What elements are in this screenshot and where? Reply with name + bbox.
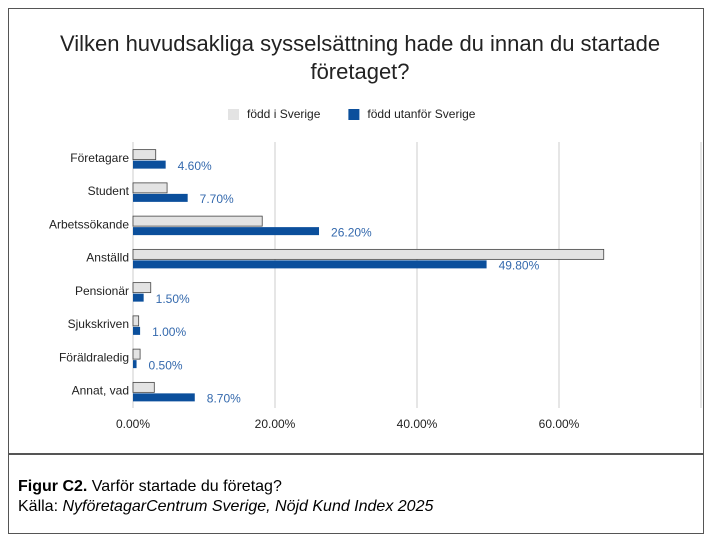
bar [133, 193, 188, 202]
bar [133, 326, 141, 335]
y-tick-label: Pensionär [75, 284, 129, 298]
data-label: 1.00% [152, 325, 186, 339]
data-label: 0.50% [149, 358, 183, 372]
data-label: 7.70% [200, 192, 234, 206]
legend-label: född utanför Sverige [367, 107, 475, 121]
data-label: 1.50% [156, 292, 190, 306]
legend-swatch [228, 109, 239, 120]
bar [132, 348, 141, 360]
bar [133, 160, 166, 169]
bar [133, 293, 144, 302]
bar [132, 215, 263, 227]
caption-line: Källa: NyföretagarCentrum Sverige, Nöjd … [18, 497, 703, 517]
data-label: 26.20% [331, 225, 372, 239]
y-tick-label: Student [88, 184, 130, 198]
y-tick-label: Anställd [86, 251, 129, 265]
bar [133, 260, 487, 269]
x-tick-label: 40.00% [397, 417, 438, 431]
y-tick-label: Föräldraledig [59, 350, 129, 364]
bar [133, 227, 320, 236]
y-tick-label: Företagare [70, 151, 129, 165]
chart-frame [8, 8, 704, 454]
bar [132, 282, 152, 294]
bar [132, 248, 605, 260]
bar [133, 360, 137, 369]
source-text: NyföretagarCentrum Sverige, Nöjd Kund In… [62, 498, 434, 515]
caption: Figur C2. Varför startade du företag? Kä… [8, 454, 704, 534]
source-label: Källa: [18, 498, 59, 515]
data-label: 8.70% [207, 392, 241, 406]
chart-title: Vilken huvudsakliga sysselsättning hade … [59, 31, 661, 84]
figure-label: Figur C2. [18, 478, 88, 495]
bar [132, 182, 168, 194]
y-tick-label: Arbetssökande [49, 217, 129, 231]
legend-swatch [348, 109, 360, 120]
bar [132, 381, 155, 393]
bar [133, 393, 195, 402]
y-tick-label: Annat, vad [72, 384, 129, 398]
bar [132, 315, 140, 327]
data-label: 49.80% [499, 259, 540, 273]
legend-label: född i Sverige [247, 107, 321, 121]
y-tick-label: Sjukskriven [68, 317, 129, 331]
figure-text: Varför startade du företag? [91, 478, 282, 495]
x-tick-label: 20.00% [255, 417, 296, 431]
data-label: 4.60% [178, 159, 212, 173]
x-tick-label: 0.00% [116, 417, 150, 431]
x-tick-label: 60.00% [539, 417, 580, 431]
bar [132, 149, 157, 161]
caption-line: Figur C2. Varför startade du företag? [18, 477, 703, 497]
